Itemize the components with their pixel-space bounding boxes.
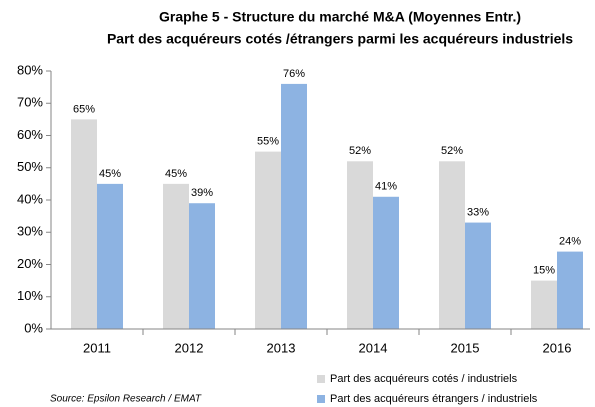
bar	[557, 251, 583, 329]
chart-subtitle: Part des acquéreurs cotés /étrangers par…	[107, 31, 573, 47]
value-label: 33%	[467, 206, 489, 218]
legend-label: Part des acquéreurs cotés / industriels	[330, 373, 518, 385]
bar	[97, 183, 123, 329]
y-tick-label: 50%	[17, 159, 43, 174]
bar	[281, 83, 307, 330]
y-tick-label: 20%	[17, 256, 43, 271]
x-tick-label: 2012	[175, 340, 204, 355]
value-label: 24%	[559, 236, 581, 248]
x-tick-label: 2013	[267, 340, 296, 355]
value-label: 39%	[191, 187, 213, 199]
source: Source: Epsilon Research / EMAT	[50, 394, 202, 405]
y-tick-label: 80%	[17, 62, 43, 77]
y-tick-label: 0%	[24, 320, 43, 335]
x-tick-label: 2014	[359, 340, 388, 355]
value-label: 41%	[375, 181, 397, 193]
y-tick-label: 40%	[17, 191, 43, 206]
x-tick-label: 2011	[83, 340, 111, 355]
bar	[531, 280, 557, 329]
bar	[465, 222, 491, 329]
value-label: 15%	[533, 265, 555, 277]
legend-swatch	[317, 395, 325, 403]
value-label: 76%	[283, 68, 305, 80]
bar	[255, 151, 281, 329]
value-label: 55%	[257, 136, 279, 148]
y-tick-label: 30%	[17, 224, 43, 239]
bar	[189, 203, 215, 329]
value-label: 45%	[99, 168, 121, 180]
value-label: 52%	[349, 145, 371, 157]
bar	[163, 183, 189, 329]
value-label: 52%	[441, 145, 463, 157]
legend-swatch	[317, 375, 325, 383]
x-tick-label: 2016	[543, 340, 572, 355]
y-tick-label: 60%	[17, 127, 43, 142]
bar	[347, 161, 373, 329]
bar	[373, 196, 399, 329]
value-label: 65%	[73, 103, 95, 115]
y-tick-label: 70%	[17, 95, 43, 110]
y-tick-label: 10%	[17, 288, 43, 303]
legend-label: Part des acquéreurs étrangers / industri…	[330, 393, 538, 405]
x-tick-label: 2015	[451, 340, 480, 355]
value-label: 45%	[165, 168, 187, 180]
bar	[439, 161, 465, 329]
chart-title: Graphe 5 - Structure du marché M&A (Moye…	[159, 9, 521, 25]
bar	[71, 119, 97, 329]
